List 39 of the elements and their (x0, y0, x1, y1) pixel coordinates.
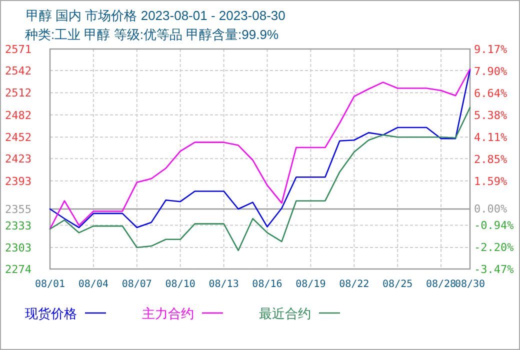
y-tick-label: 2355 (5, 203, 32, 216)
legend-label: 主力合约 (142, 306, 194, 321)
y-tick-label: 2452 (5, 131, 32, 144)
x-tick-label: 08/07 (122, 279, 152, 290)
legend-label: 现货价格 (25, 306, 77, 321)
y-tick-label: 2393 (5, 174, 32, 188)
x-tick-label: 08/13 (208, 279, 239, 290)
y2-tick-label: 7.90% (474, 65, 508, 78)
line-series (49, 106, 471, 252)
y-tick-label: 2571 (5, 43, 32, 56)
y2-tick-label: 9.17% (474, 43, 508, 56)
chart-title: 甲醇 国内 市场价格 2023-08-01 - 2023-08-30 (26, 8, 286, 23)
y2-tick-label: 6.64% (474, 87, 508, 100)
y-tick-label: 2333 (5, 219, 32, 232)
y2-tick-label: -0.94% (474, 218, 514, 232)
y-tick-label: 2303 (5, 242, 32, 255)
y-tick-label: 2482 (5, 108, 32, 122)
x-tick-label: 08/01 (34, 279, 66, 290)
legend-label: 最近合约 (259, 306, 311, 321)
y2-tick-label: 4.11% (474, 131, 508, 144)
y2-tick-label: -2.20% (474, 240, 514, 254)
x-tick-label: 08/28 (426, 279, 456, 290)
y2-tick-label: 5.38% (474, 108, 508, 122)
x-tick-label: 08/19 (296, 279, 326, 290)
x-tick-label: 08/16 (252, 279, 282, 290)
y2-tick-label: 1.59% (474, 174, 508, 188)
y-tick-label: 2542 (5, 64, 32, 78)
x-tick-label: 08/25 (382, 279, 413, 290)
y-tick-label: 2423 (5, 152, 32, 166)
y2-tick-label: 0.00% (474, 202, 508, 216)
y-tick-label: 2512 (5, 86, 32, 100)
x-tick-label: 08/30 (454, 279, 486, 290)
x-tick-label: 08/10 (165, 279, 196, 290)
x-tick-label: 08/22 (339, 279, 370, 290)
chart-subtitle: 种类:工业 甲醇 等级:优等品 甲醇含量:99.9% (25, 27, 279, 42)
y2-tick-label: 2.85% (474, 153, 508, 166)
y2-tick-label: -3.47% (474, 263, 514, 276)
y-tick-label: 2274 (5, 263, 32, 276)
x-tick-label: 08/04 (78, 279, 109, 290)
